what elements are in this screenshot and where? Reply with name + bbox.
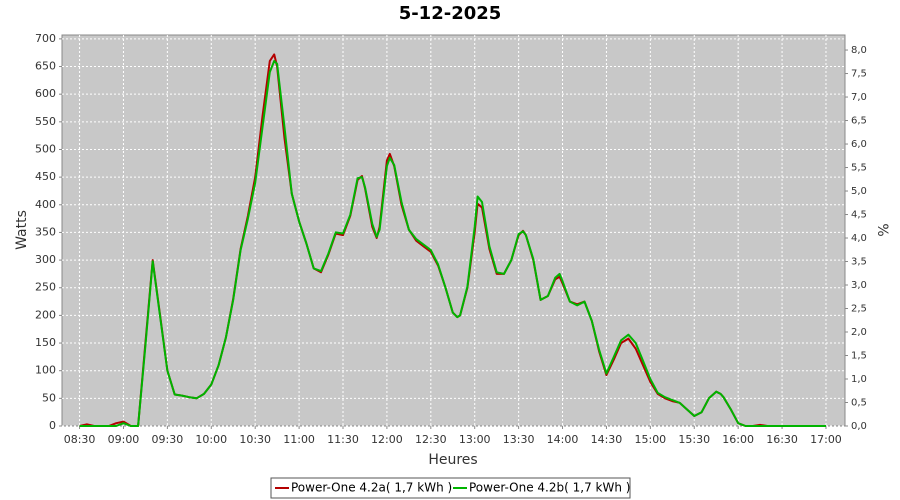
legend-label: Power-One 4.2b( 1,7 kWh ) [469, 481, 630, 495]
y2-tick-label: 2,5 [851, 304, 867, 315]
y-tick-label: 700 [35, 32, 56, 45]
x-tick-label: 15:30 [678, 433, 710, 446]
x-tick-label: 09:30 [152, 433, 184, 446]
y-axis-title: Watts [14, 210, 30, 250]
y-tick-label: 350 [35, 225, 56, 238]
y2-tick-label: 0,5 [851, 398, 867, 409]
x-tick-label: 10:00 [195, 433, 227, 446]
x-tick-label: 11:30 [327, 433, 359, 446]
y-tick-label: 200 [35, 308, 56, 321]
y2-tick-label: 0,0 [851, 421, 867, 432]
y-tick-label: 250 [35, 281, 56, 294]
legend-box [270, 477, 631, 499]
x-tick-label: 16:30 [766, 433, 798, 446]
y2-tick-label: 4,0 [851, 233, 867, 244]
x-axis-title: Heures [428, 452, 477, 468]
x-tick-label: 11:00 [283, 433, 315, 446]
y2-tick-label: 5,5 [851, 163, 867, 174]
plot-area [61, 34, 846, 427]
y-tick-label: 300 [35, 253, 56, 266]
x-tick-label: 08:30 [64, 433, 96, 446]
y2-axis-title: % [874, 223, 890, 236]
y2-tick-label: 7,5 [851, 69, 867, 80]
y-tick-label: 550 [35, 115, 56, 128]
y2-tick-label: 2,0 [851, 327, 867, 338]
y-tick-label: 650 [35, 60, 56, 73]
x-tick-label: 09:00 [108, 433, 140, 446]
y-tick-label: 50 [42, 391, 56, 404]
y2-tick-label: 3,0 [851, 280, 867, 291]
y2-tick-label: 1,0 [851, 374, 867, 385]
x-tick-label: 14:00 [547, 433, 579, 446]
x-tick-label: 15:00 [634, 433, 666, 446]
x-tick-label: 17:00 [810, 433, 842, 446]
y-tick-label: 0 [49, 419, 56, 432]
y2-tick-label: 8,0 [851, 45, 867, 56]
y-tick-label: 450 [35, 170, 56, 183]
legend-label: Power-One 4.2a( 1,7 kWh ) [291, 481, 452, 495]
y-tick-label: 400 [35, 198, 56, 211]
y2-tick-label: 6,0 [851, 139, 867, 150]
x-tick-label: 16:00 [722, 433, 754, 446]
y-tick-label: 150 [35, 336, 56, 349]
x-tick-label: 12:00 [371, 433, 403, 446]
x-tick-label: 13:00 [459, 433, 491, 446]
y-tick-label: 500 [35, 142, 56, 155]
y2-tick-label: 1,5 [851, 351, 867, 362]
series-line [79, 60, 826, 427]
y-tick-label: 600 [35, 87, 56, 100]
x-tick-label: 13:30 [503, 433, 535, 446]
y2-tick-label: 4,5 [851, 210, 867, 221]
y2-tick-label: 3,5 [851, 257, 867, 268]
y-tick-label: 100 [35, 364, 56, 377]
y2-tick-label: 5,0 [851, 186, 867, 197]
chart-title: 5-12-2025 [399, 3, 502, 24]
x-tick-label: 14:30 [591, 433, 623, 446]
x-tick-label: 10:30 [239, 433, 271, 446]
y2-tick-label: 6,5 [851, 116, 867, 127]
x-tick-label: 12:30 [415, 433, 447, 446]
y2-tick-label: 7,0 [851, 92, 867, 103]
